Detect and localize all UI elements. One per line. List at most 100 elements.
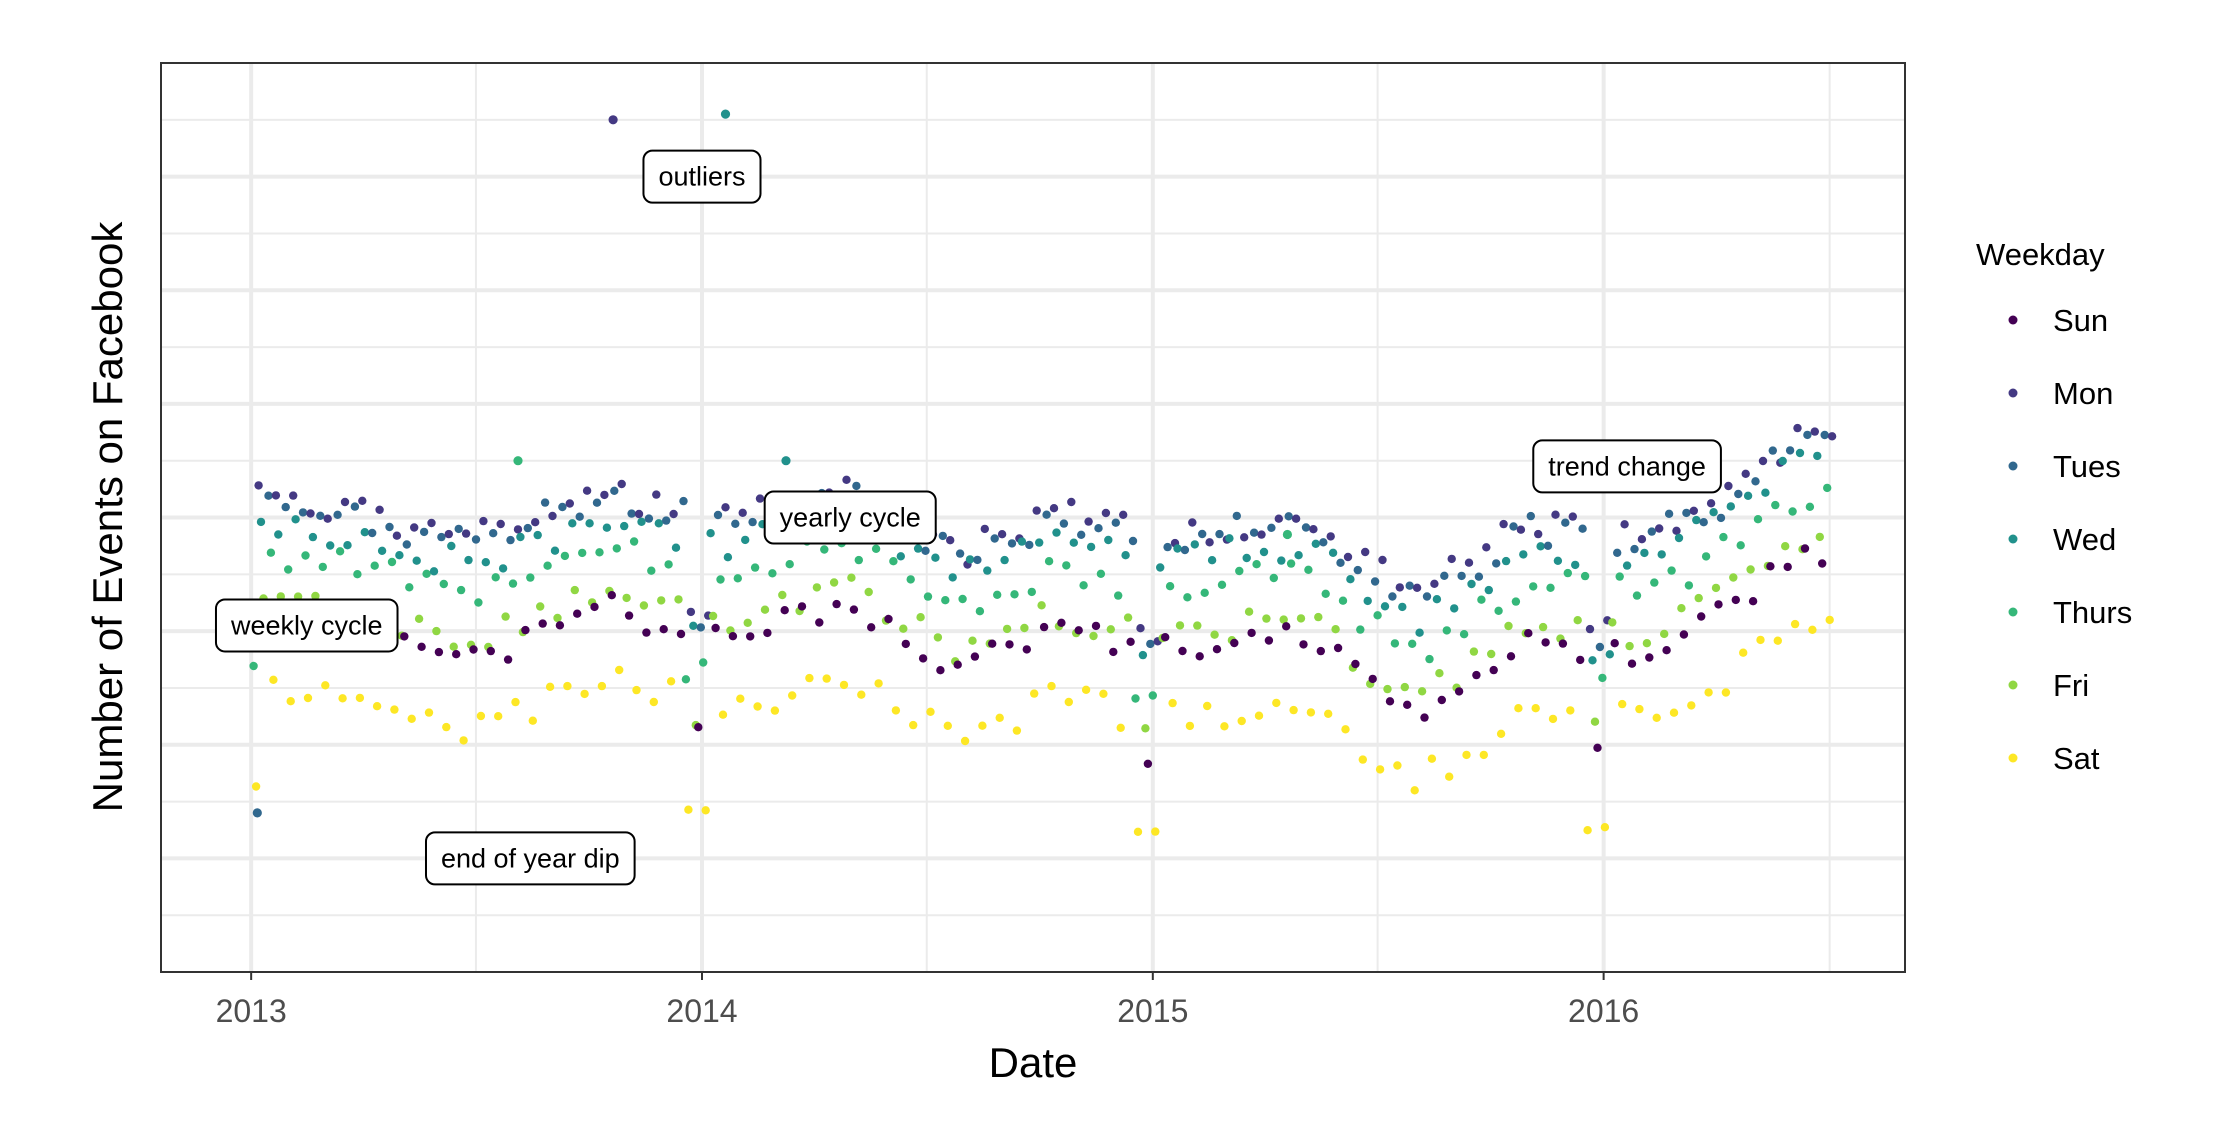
data-point-tues	[644, 514, 654, 523]
data-point-thurs	[578, 548, 587, 558]
data-point-thurs	[439, 579, 448, 589]
data-point-wed	[602, 523, 612, 532]
data-point-wed	[1242, 553, 1251, 563]
data-point-wed	[1692, 515, 1701, 525]
data-point-thurs	[889, 557, 898, 566]
data-point-fri	[1279, 615, 1288, 624]
data-point-tues	[350, 502, 360, 511]
data-point-sun	[1645, 653, 1654, 662]
data-point-wed	[1000, 555, 1009, 565]
data-point-mon	[755, 494, 765, 503]
data-point-thurs	[474, 598, 483, 607]
data-point-thurs	[629, 537, 639, 546]
data-point-mon	[946, 536, 955, 545]
data-point-fri	[1711, 583, 1721, 593]
data-point-fri	[1331, 625, 1340, 634]
data-point-sat	[1375, 765, 1385, 774]
data-point-wed	[654, 519, 663, 528]
data-point-wed	[291, 515, 300, 524]
data-point-sun	[503, 655, 513, 664]
data-point-thurs	[1079, 581, 1088, 590]
data-point-mon	[1101, 508, 1111, 518]
data-point-thurs	[370, 561, 379, 570]
data-point-thurs	[1632, 591, 1642, 600]
data-point-wed	[1121, 551, 1130, 560]
annotation-label: outliers	[658, 162, 745, 192]
data-point-sun	[434, 647, 444, 657]
data-point-mon	[1741, 469, 1750, 478]
data-point-sun	[1039, 622, 1049, 632]
data-point-mon	[1430, 579, 1439, 588]
data-point-sat	[666, 677, 676, 686]
data-point-sat	[839, 680, 849, 690]
data-point-wed	[1277, 556, 1286, 565]
data-point-wed	[1795, 448, 1805, 458]
data-point-wed	[948, 573, 957, 582]
annotation-label: trend change	[1548, 451, 1706, 481]
data-point-sat	[1808, 625, 1817, 634]
data-point-thurs	[612, 544, 621, 553]
data-point-sun	[867, 623, 876, 632]
data-point-fri	[1020, 623, 1029, 633]
data-point-sun	[1524, 629, 1533, 638]
data-point-mon	[617, 479, 626, 489]
data-point-wed	[1398, 602, 1407, 612]
data-point-sat	[338, 694, 347, 703]
data-point-fri	[536, 602, 545, 611]
data-point-sat	[857, 690, 866, 699]
data-point-fri	[1504, 621, 1513, 631]
data-point-tues	[1422, 592, 1432, 601]
data-point-sat	[1393, 761, 1402, 770]
data-point-sat	[355, 693, 365, 703]
data-point-tues	[419, 527, 429, 537]
data-point-mon	[461, 529, 471, 538]
data-point-mon	[1309, 525, 1318, 534]
data-point-fri	[1296, 614, 1306, 623]
data-point-sun	[676, 629, 686, 639]
data-point-sat	[459, 736, 468, 745]
data-point-sat	[597, 681, 607, 691]
data-point-fri	[1106, 625, 1116, 634]
data-point-wed	[447, 541, 456, 551]
data-point-thurs	[1823, 483, 1832, 493]
data-point-sat	[1756, 635, 1765, 645]
data-point-tues	[1803, 430, 1812, 440]
data-point-wed	[550, 546, 560, 555]
data-point-thurs	[1580, 571, 1590, 581]
data-point-sun	[1697, 612, 1706, 621]
data-point-sat	[1600, 823, 1610, 832]
data-point-mon	[1706, 499, 1716, 508]
data-point-wed	[723, 553, 733, 562]
data-point-sat	[528, 716, 537, 725]
data-point-sat	[1721, 688, 1731, 697]
data-point-fri	[1314, 612, 1323, 622]
data-point-mon	[1378, 555, 1387, 565]
data-point-mon	[1119, 510, 1128, 519]
data-point-wed	[256, 517, 266, 527]
annotation-box	[763, 490, 937, 545]
data-point-sun	[1472, 670, 1481, 680]
data-point-wed	[1052, 528, 1061, 537]
data-point-thurs	[1131, 694, 1140, 703]
data-point-tues	[402, 540, 411, 549]
data-point-fri	[778, 590, 787, 600]
data-point-fri	[1781, 542, 1790, 551]
data-point-thurs	[387, 557, 397, 567]
data-point-wed	[1726, 502, 1736, 511]
data-point-thurs	[1356, 625, 1365, 634]
data-point-thurs	[1010, 590, 1019, 599]
data-point-wed	[429, 567, 439, 576]
data-point-sat	[545, 682, 555, 691]
data-point-wed	[896, 552, 905, 561]
data-point-wed	[377, 546, 387, 555]
data-point-tues	[1613, 548, 1622, 557]
data-point-tues	[1509, 522, 1518, 531]
data-point-thurs	[1235, 566, 1244, 576]
data-point-sat	[424, 708, 434, 717]
data-point-mon	[1499, 519, 1508, 529]
data-point-fri	[1244, 607, 1254, 616]
data-point-mon	[496, 519, 505, 529]
data-point-thurs	[1615, 572, 1624, 581]
data-point-sun	[815, 618, 824, 627]
data-point-sun	[1385, 697, 1395, 706]
